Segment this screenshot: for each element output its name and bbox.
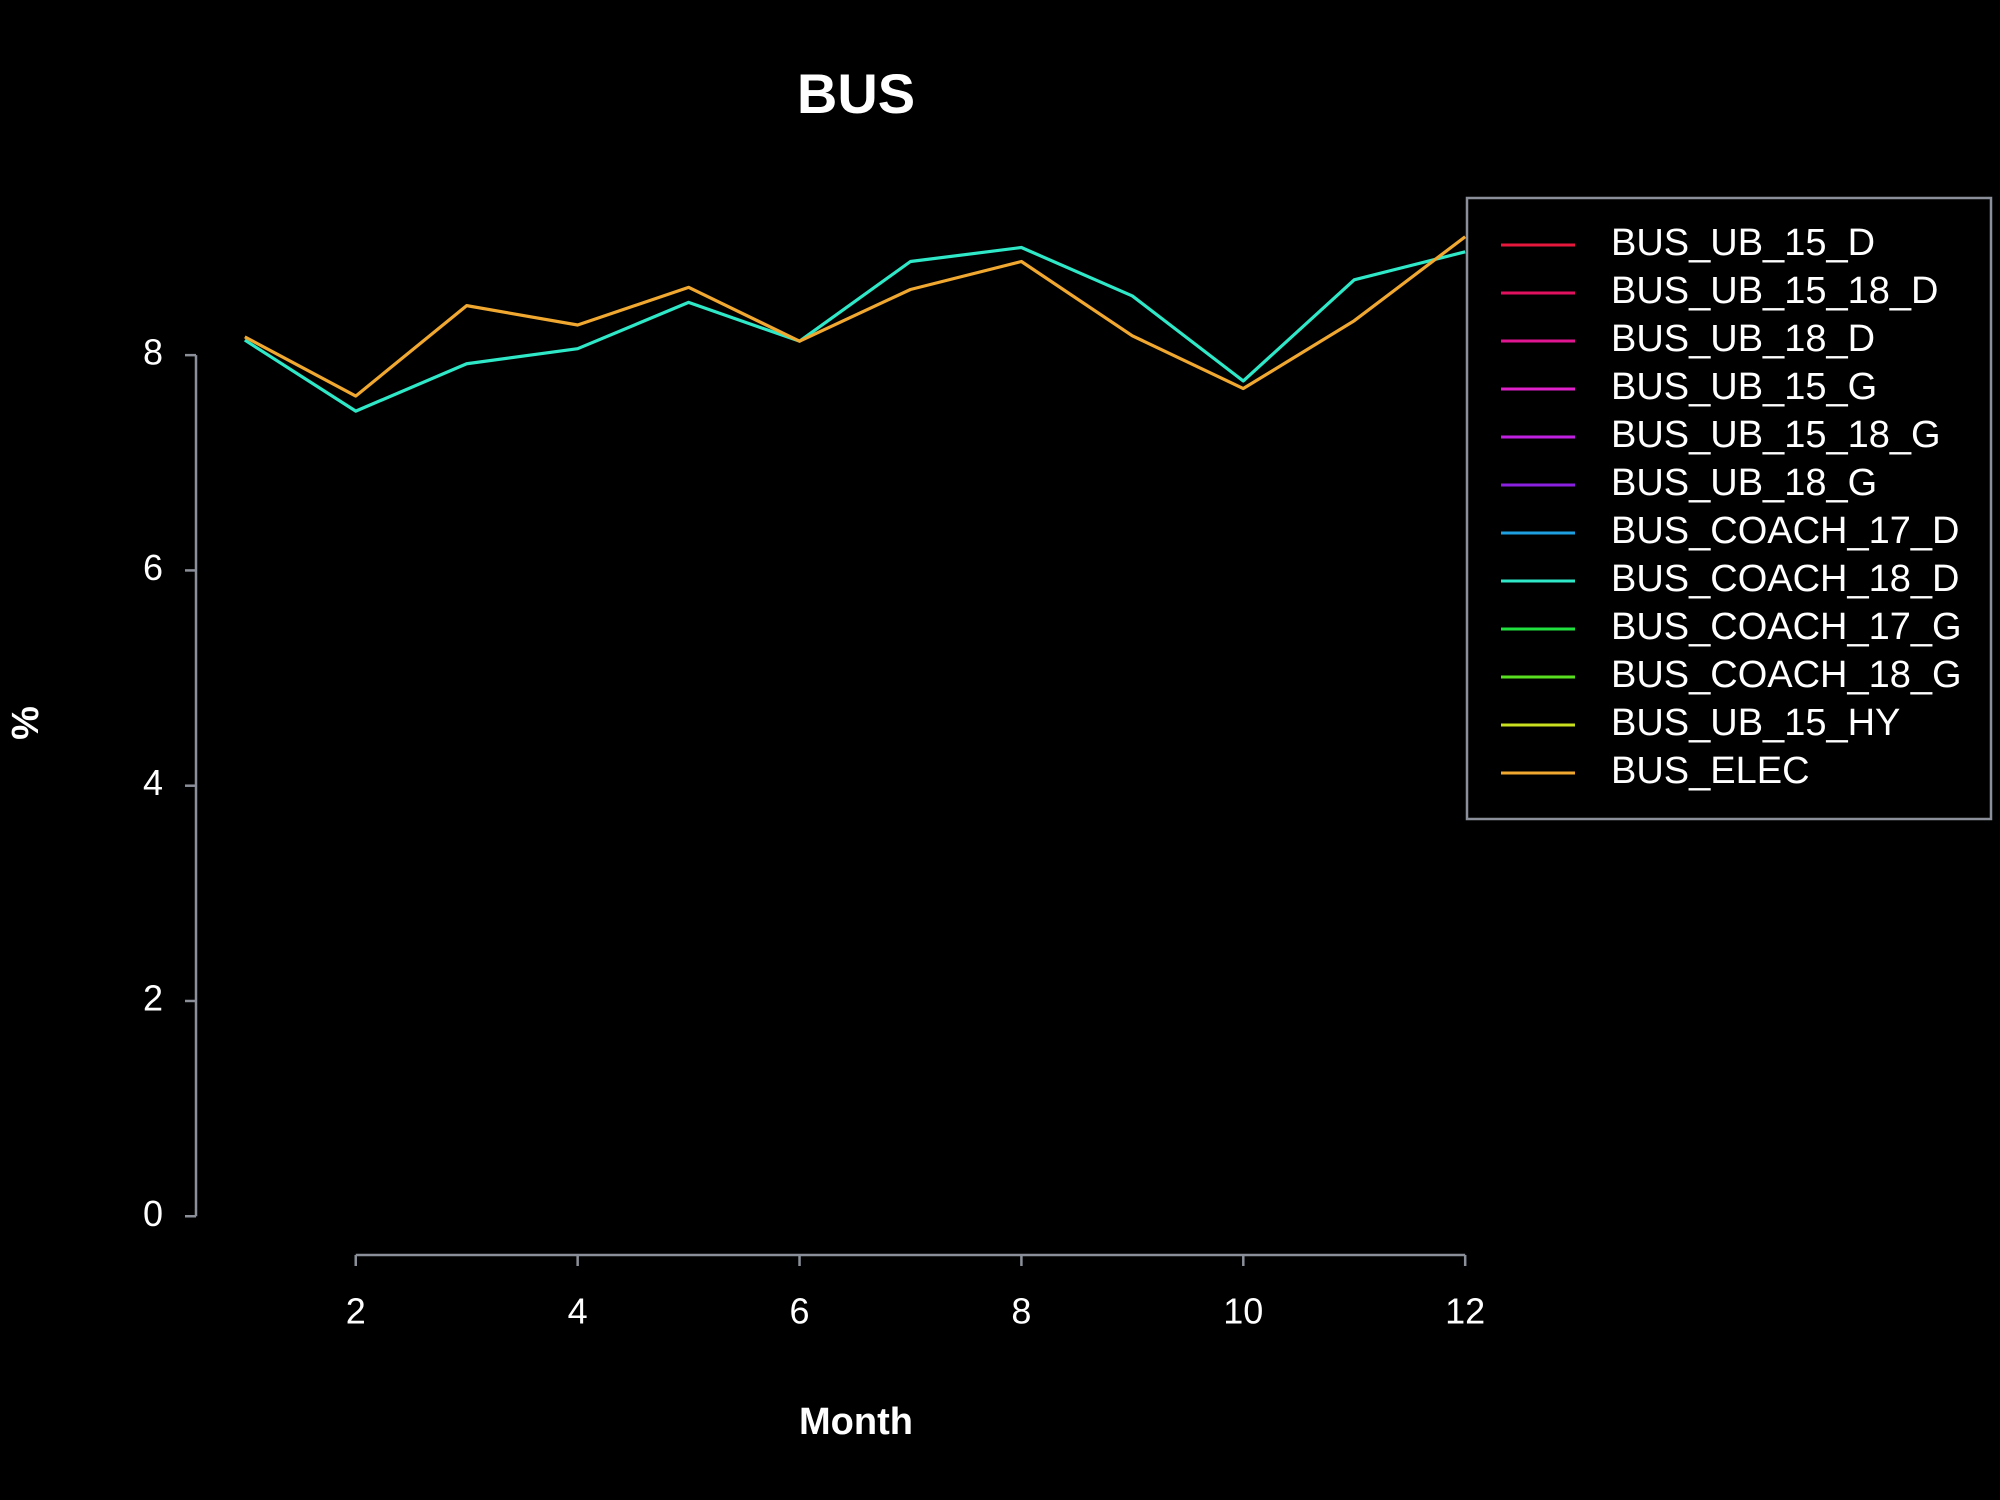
- legend-label: BUS_UB_15_HY: [1611, 702, 1900, 744]
- legend-label: BUS_COACH_17_D: [1611, 510, 1959, 552]
- y-axis-label: %: [5, 706, 47, 740]
- legend-label: BUS_COACH_18_G: [1611, 654, 1962, 696]
- y-tick-label: 8: [143, 332, 163, 373]
- legend-label: BUS_ELEC: [1611, 750, 1810, 792]
- legend-box: [1465, 196, 1993, 821]
- y-tick-label: 6: [143, 547, 163, 588]
- x-tick-label: 10: [1223, 1291, 1263, 1332]
- legend-label: BUS_COACH_17_G: [1611, 606, 1962, 648]
- y-tick-label: 2: [143, 977, 163, 1018]
- chart-title: BUS: [797, 62, 915, 125]
- x-tick-label: 2: [346, 1291, 366, 1332]
- legend-label: BUS_UB_18_D: [1611, 318, 1875, 360]
- series-line: [244, 235, 1467, 398]
- x-tick-label: 12: [1445, 1291, 1485, 1332]
- legend-label: BUS_UB_15_18_D: [1611, 270, 1938, 312]
- legend-label: BUS_UB_15_D: [1611, 222, 1875, 264]
- legend-label: BUS_UB_18_G: [1611, 462, 1877, 504]
- y-tick-label: 4: [143, 762, 163, 803]
- x-axis-label: Month: [799, 1401, 913, 1443]
- legend-label: BUS_UB_15_G: [1611, 366, 1877, 408]
- y-tick-label: 0: [143, 1193, 163, 1234]
- legend-label: BUS_COACH_18_D: [1611, 558, 1959, 600]
- x-tick-label: 8: [1011, 1291, 1031, 1332]
- series-line: [243, 245, 1466, 413]
- x-tick-label: 4: [568, 1291, 588, 1332]
- x-tick-label: 6: [790, 1291, 810, 1332]
- legend-label: BUS_UB_15_18_G: [1611, 414, 1941, 456]
